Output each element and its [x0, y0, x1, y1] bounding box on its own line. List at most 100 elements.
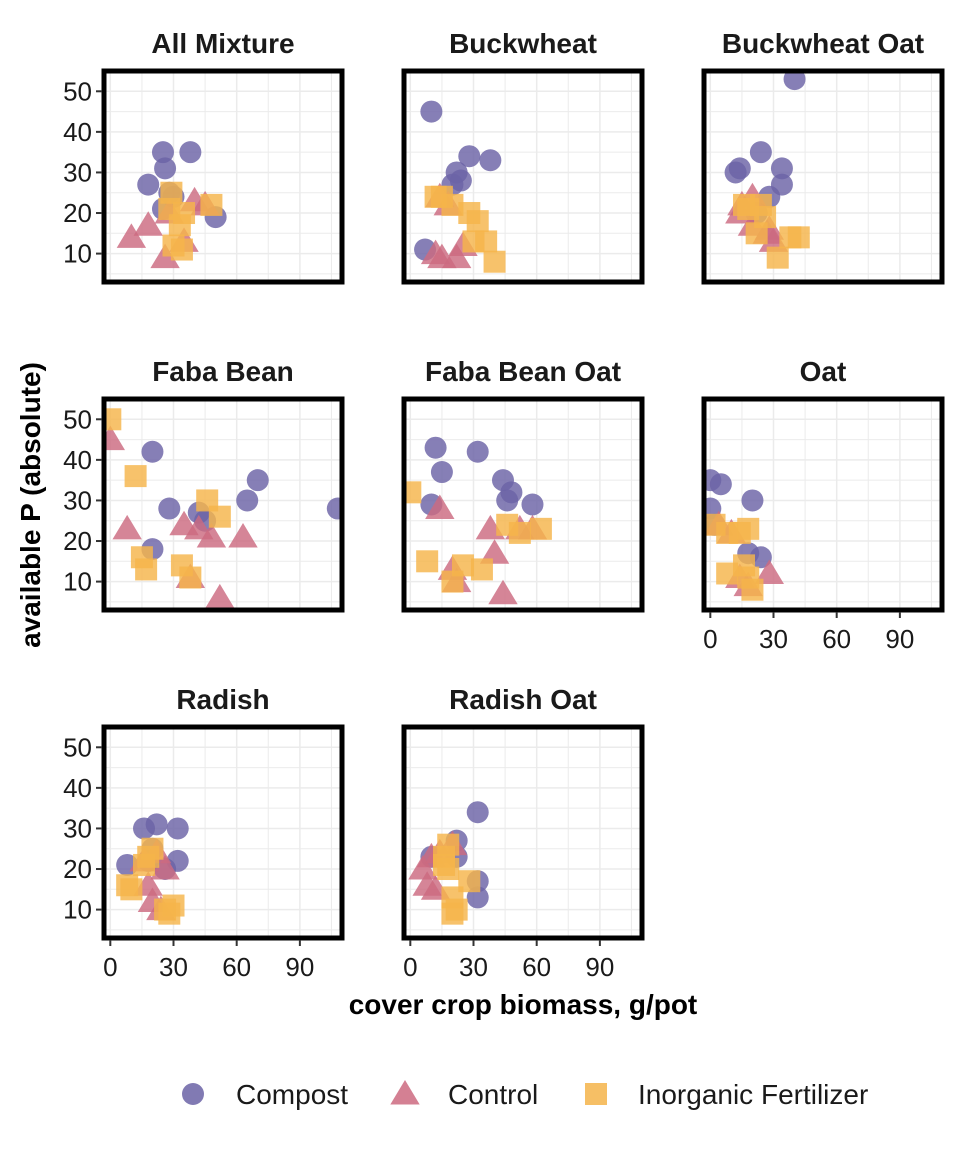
point-compost	[749, 546, 772, 569]
y-tick-label: 20	[63, 526, 92, 556]
panel-title: Faba Bean Oat	[425, 356, 621, 387]
panel-buckwheat-oat: Buckwheat Oat	[701, 28, 945, 285]
y-tick-label: 20	[63, 198, 92, 228]
legend-item-control: Control	[390, 1079, 538, 1110]
point-compost	[158, 497, 181, 520]
panel-background	[404, 727, 642, 938]
point-compost	[326, 497, 342, 520]
point-compost	[458, 145, 481, 168]
point-control	[133, 211, 163, 236]
point-inorganic-fertilizer	[483, 250, 506, 273]
point-inorganic-fertilizer	[766, 246, 789, 269]
point-compost	[709, 473, 732, 496]
legend-label: Inorganic Fertilizer	[638, 1079, 868, 1110]
point-compost	[141, 440, 164, 463]
point-inorganic-fertilizer	[529, 517, 552, 540]
y-tick-label: 40	[63, 117, 92, 147]
x-tick-label: 60	[822, 624, 851, 654]
point-inorganic-fertilizer	[741, 578, 764, 601]
point-compost	[479, 149, 502, 172]
point-control	[488, 579, 518, 605]
x-tick-label: 90	[585, 952, 614, 982]
legend-item-inorganic-fertilizer: Inorganic Fertilizer	[585, 1079, 868, 1110]
point-control	[112, 514, 142, 540]
point-inorganic-fertilizer	[208, 505, 231, 528]
y-tick-label: 50	[63, 732, 92, 762]
point-compost	[770, 157, 793, 180]
y-tick-label: 20	[63, 854, 92, 884]
x-tick-label: 30	[759, 624, 788, 654]
y-tick-label: 30	[63, 485, 92, 515]
point-compost	[466, 801, 489, 824]
y-tick-label: 10	[63, 895, 92, 925]
panel-border	[401, 68, 645, 285]
point-compost	[145, 813, 168, 836]
point-inorganic-fertilizer	[787, 226, 810, 249]
point-control	[184, 514, 214, 540]
x-tick-label: 0	[703, 624, 717, 654]
point-inorganic-fertilizer	[124, 465, 147, 488]
point-control	[116, 223, 147, 248]
point-inorganic-fertilizer	[737, 517, 760, 540]
point-compost	[154, 157, 177, 180]
y-tick-label: 30	[63, 157, 92, 187]
point-inorganic-fertilizer	[466, 210, 489, 233]
point-compost	[166, 817, 189, 840]
point-control	[754, 559, 784, 584]
point-inorganic-fertilizer	[170, 238, 193, 261]
point-compost	[430, 461, 453, 484]
y-tick-label: 40	[63, 773, 92, 803]
point-inorganic-fertilizer	[200, 193, 223, 216]
point-control	[425, 494, 455, 520]
legend-label: Control	[448, 1079, 538, 1110]
point-inorganic-fertilizer	[441, 902, 464, 925]
points	[104, 408, 342, 609]
y-tick-label: 50	[63, 76, 92, 106]
panel-title: Buckwheat Oat	[722, 28, 924, 59]
x-tick-label: 30	[459, 952, 488, 982]
y-tick-label: 50	[63, 404, 92, 434]
point-inorganic-fertilizer	[441, 570, 464, 593]
panel-border	[401, 396, 645, 613]
point-inorganic-fertilizer	[179, 566, 202, 589]
point-control	[196, 522, 227, 548]
panel-faba-bean-oat: Faba Bean Oat	[401, 356, 645, 613]
point-compost	[724, 161, 747, 184]
point-inorganic-fertilizer	[168, 214, 191, 237]
point-compost	[741, 489, 764, 512]
panel-border	[701, 396, 945, 613]
panel-border	[101, 68, 345, 285]
panel-oat: Oat 0 30 60 90	[701, 356, 945, 654]
point-compost	[521, 493, 544, 516]
point-compost	[424, 436, 447, 459]
legend-marker-square	[585, 1083, 607, 1105]
panel-border	[701, 68, 945, 285]
point-control	[479, 539, 510, 564]
x-tick-label: 60	[222, 952, 251, 982]
point-compost	[179, 141, 202, 164]
panel-radish: Radish 10 20 30 40 50 0 30 60 90	[63, 684, 345, 982]
y-axis-title: available P (absolute)	[15, 362, 46, 648]
point-compost	[137, 173, 160, 196]
point-inorganic-fertilizer	[745, 222, 768, 245]
point-control	[228, 522, 258, 548]
point-compost	[420, 100, 443, 123]
panel-all-mixture: All Mixture 10 20 30 40 50	[63, 28, 345, 285]
panel-title: Faba Bean	[152, 356, 294, 387]
point-inorganic-fertilizer	[470, 558, 493, 581]
point-inorganic-fertilizer	[475, 230, 498, 253]
gridlines	[404, 399, 642, 610]
point-inorganic-fertilizer	[716, 562, 739, 585]
point-inorganic-fertilizer	[404, 481, 422, 504]
gridlines	[104, 727, 342, 938]
x-tick-label: 0	[403, 952, 417, 982]
panel-background	[104, 71, 342, 282]
x-tick-label: 90	[285, 952, 314, 982]
panel-border	[101, 724, 345, 941]
point-compost	[496, 489, 519, 512]
point-compost	[151, 141, 174, 164]
point-compost	[466, 440, 489, 463]
y-tick-label: 30	[63, 813, 92, 843]
x-tick-label: 0	[103, 952, 117, 982]
